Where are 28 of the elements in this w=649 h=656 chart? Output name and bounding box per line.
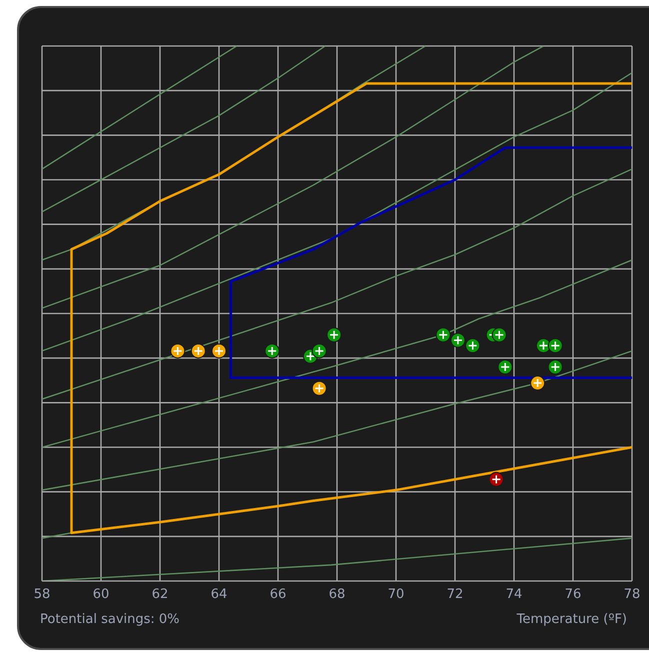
x-tick-label: 70 bbox=[388, 587, 404, 602]
x-tick-label: 62 bbox=[152, 587, 168, 602]
x-axis-title: Temperature (ºF) bbox=[516, 612, 627, 627]
x-tick-label: 60 bbox=[92, 587, 110, 602]
x-tick-label: 72 bbox=[446, 587, 464, 602]
point bbox=[492, 327, 507, 342]
point bbox=[312, 343, 327, 358]
point bbox=[548, 338, 563, 354]
point bbox=[548, 360, 563, 374]
text: Potential savings: 0% bbox=[40, 612, 180, 627]
x-tick-label: 74 bbox=[506, 587, 522, 602]
point bbox=[170, 343, 186, 358]
point bbox=[190, 343, 206, 358]
point bbox=[488, 472, 504, 487]
x-tick-label: 68 bbox=[328, 587, 346, 602]
point bbox=[312, 380, 327, 396]
point bbox=[212, 343, 226, 358]
x-tick-label: 66 bbox=[270, 587, 286, 602]
point bbox=[465, 338, 480, 354]
x-tick-label: 64 bbox=[210, 587, 228, 602]
point bbox=[326, 327, 342, 342]
x-tick-label: 76 bbox=[564, 587, 582, 602]
point bbox=[498, 360, 513, 374]
point bbox=[264, 343, 280, 358]
point bbox=[450, 332, 466, 348]
x-tick-label: 78 bbox=[624, 587, 640, 602]
point bbox=[536, 338, 551, 354]
x-tick-label: 58 bbox=[34, 587, 50, 602]
